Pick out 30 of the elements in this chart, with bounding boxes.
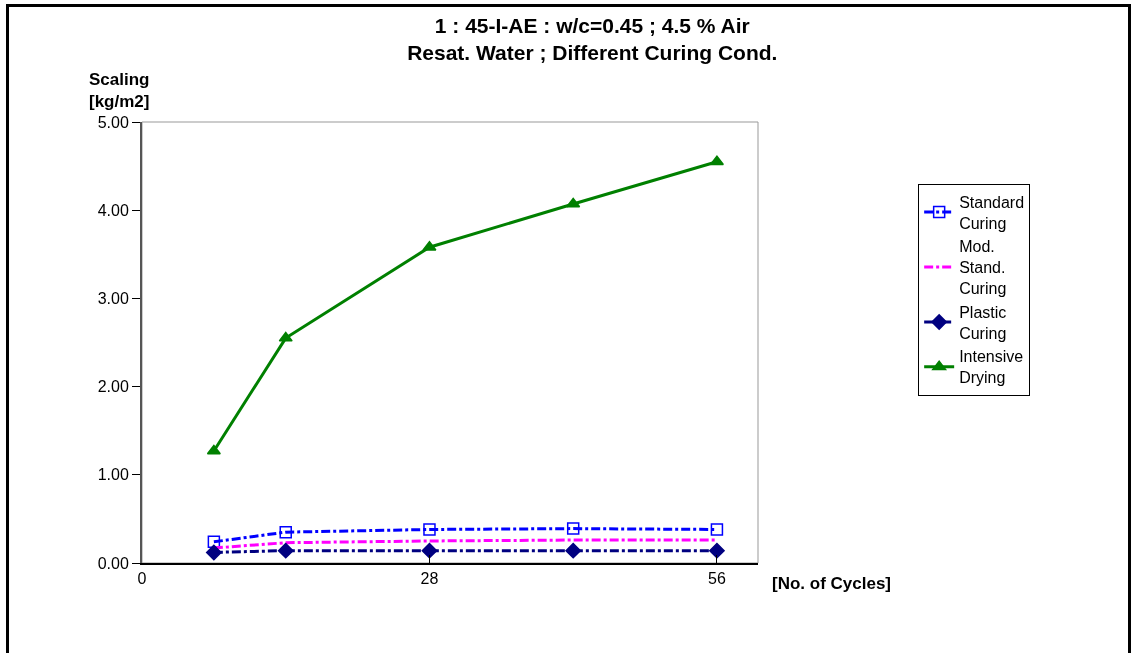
chart-title: 1 : 45-I-AE : w/c=0.45 ; 4.5 % Air Resat. Water ; Different Curing Cond. [407, 13, 778, 64]
y-axis-title: Scaling [kg/m2] [89, 70, 150, 112]
point [566, 522, 580, 535]
y-tick-label: 1.00 [97, 466, 129, 484]
x-axis-title: [No. of Cycles] [772, 574, 892, 593]
point [205, 544, 222, 561]
point [566, 197, 581, 208]
point [422, 240, 437, 251]
legend-label: Mod. Stand. Curing [959, 238, 1007, 298]
point [279, 525, 292, 539]
point [709, 542, 725, 559]
point [206, 444, 221, 455]
point [710, 523, 724, 536]
point [278, 331, 293, 342]
y-tick-label: 5.00 [97, 113, 129, 131]
y-tick-label: 3.00 [97, 290, 129, 307]
x-tick-label: 56 [708, 569, 726, 587]
point [421, 542, 438, 559]
legend-label: Intensive Drying [959, 348, 1024, 387]
y-tick-label: 2.00 [97, 378, 129, 396]
point [565, 542, 582, 559]
point [207, 535, 221, 549]
point [423, 523, 436, 536]
x-tick-label: 0 [137, 569, 147, 587]
x-tick-label: 28 [420, 569, 439, 587]
y-tick-label: 0.00 [97, 554, 129, 572]
point [277, 542, 294, 559]
legend-label: Plastic Curing [959, 303, 1007, 342]
y-tick-label: 4.00 [97, 201, 129, 219]
legend-label: Standard Curing [959, 193, 1025, 232]
